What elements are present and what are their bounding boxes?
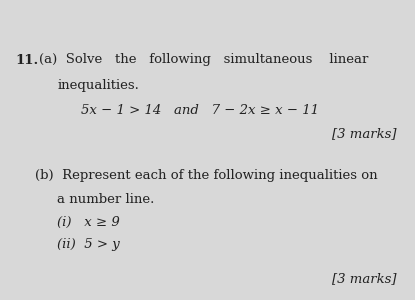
Text: [3 marks]: [3 marks]: [332, 127, 396, 140]
Text: [3 marks]: [3 marks]: [332, 272, 396, 285]
Text: a number line.: a number line.: [57, 193, 155, 206]
Text: 5x − 1 > 14   and   7 − 2x ≥ x − 11: 5x − 1 > 14 and 7 − 2x ≥ x − 11: [81, 104, 319, 118]
Text: (b)  Represent each of the following inequalities on: (b) Represent each of the following ineq…: [35, 169, 378, 182]
Text: (a)  Solve   the   following   simultaneous    linear: (a) Solve the following simultaneous lin…: [39, 53, 369, 67]
Text: (i)   x ≥ 9: (i) x ≥ 9: [57, 216, 120, 229]
Text: inequalities.: inequalities.: [57, 79, 139, 92]
Text: (ii)  5 > y: (ii) 5 > y: [57, 238, 120, 251]
Text: 11.: 11.: [16, 53, 39, 67]
